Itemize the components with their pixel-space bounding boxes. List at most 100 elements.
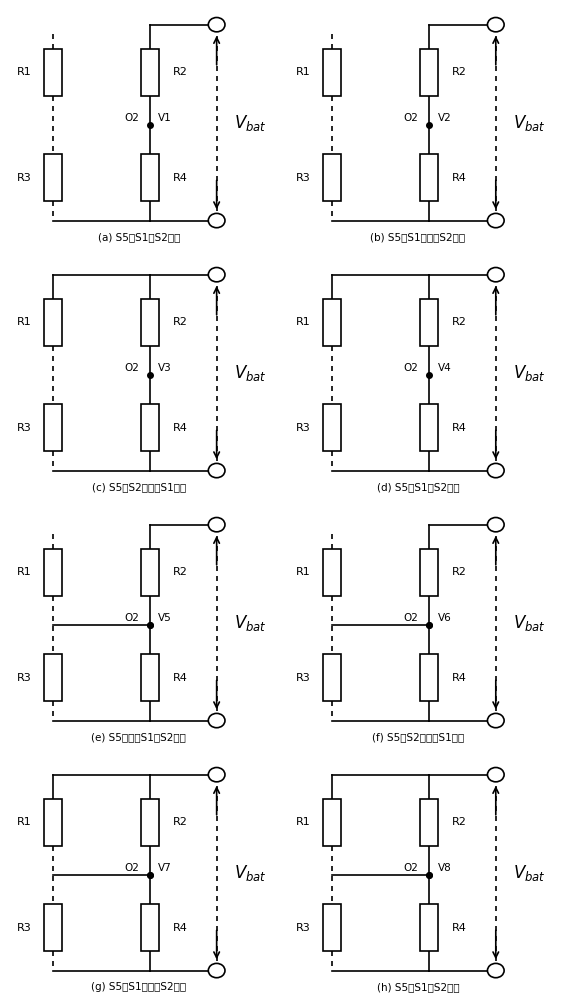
Text: $V_\mathregular{bat}$: $V_\mathregular{bat}$ (233, 863, 266, 883)
Circle shape (487, 17, 504, 32)
Bar (141, 654, 159, 701)
Text: R1: R1 (296, 67, 311, 77)
Text: $V_\mathregular{bat}$: $V_\mathregular{bat}$ (233, 113, 266, 133)
Text: R3: R3 (17, 173, 32, 183)
Text: R2: R2 (452, 817, 467, 827)
Circle shape (487, 963, 504, 978)
Text: R1: R1 (17, 567, 32, 577)
Text: R3: R3 (296, 173, 311, 183)
Text: R2: R2 (452, 317, 467, 327)
Bar (44, 404, 62, 451)
Text: R1: R1 (296, 567, 311, 577)
Bar (141, 404, 159, 451)
Text: $V_\mathregular{bat}$: $V_\mathregular{bat}$ (233, 363, 266, 383)
Text: O2: O2 (403, 363, 418, 373)
Circle shape (487, 213, 504, 228)
Text: V8: V8 (437, 863, 451, 873)
Circle shape (208, 213, 225, 228)
Text: R4: R4 (452, 923, 467, 933)
Circle shape (487, 463, 504, 478)
Circle shape (208, 768, 225, 782)
Text: (e) S5闭合、S1和S2断开: (e) S5闭合、S1和S2断开 (91, 732, 186, 742)
Bar (420, 404, 438, 451)
Text: R4: R4 (173, 923, 188, 933)
Text: $V_\mathregular{bat}$: $V_\mathregular{bat}$ (513, 113, 545, 133)
Bar (44, 154, 62, 201)
Bar (420, 49, 438, 96)
Bar (420, 904, 438, 951)
Text: (d) S5、S1和S2闭合: (d) S5、S1和S2闭合 (377, 482, 460, 492)
Text: O2: O2 (124, 863, 139, 873)
Bar (420, 299, 438, 346)
Text: R2: R2 (173, 67, 188, 77)
Text: O2: O2 (124, 363, 139, 373)
Circle shape (208, 518, 225, 532)
Text: R4: R4 (173, 173, 188, 183)
Bar (323, 549, 341, 596)
Text: R3: R3 (17, 923, 32, 933)
Bar (420, 654, 438, 701)
Text: O2: O2 (124, 613, 139, 623)
Circle shape (208, 463, 225, 478)
Bar (420, 549, 438, 596)
Text: R1: R1 (17, 317, 32, 327)
Circle shape (487, 768, 504, 782)
Circle shape (208, 713, 225, 728)
Bar (323, 404, 341, 451)
Text: R4: R4 (452, 673, 467, 683)
Text: R3: R3 (296, 673, 311, 683)
Text: R2: R2 (173, 317, 188, 327)
Text: $V_\mathregular{bat}$: $V_\mathregular{bat}$ (513, 363, 545, 383)
Text: (b) S5和S1断开、S2闭合: (b) S5和S1断开、S2闭合 (370, 232, 466, 242)
Text: $V_\mathregular{bat}$: $V_\mathregular{bat}$ (233, 613, 266, 633)
Circle shape (208, 17, 225, 32)
Text: O2: O2 (403, 613, 418, 623)
Text: $V_\mathregular{bat}$: $V_\mathregular{bat}$ (513, 613, 545, 633)
Bar (141, 904, 159, 951)
Text: R2: R2 (173, 817, 188, 827)
Bar (323, 799, 341, 846)
Bar (44, 549, 62, 596)
Text: R2: R2 (452, 67, 467, 77)
Circle shape (487, 713, 504, 728)
Text: (c) S5和S2断开、S1闭合: (c) S5和S2断开、S1闭合 (92, 482, 186, 492)
Text: $V_\mathregular{bat}$: $V_\mathregular{bat}$ (513, 863, 545, 883)
Bar (420, 154, 438, 201)
Circle shape (487, 267, 504, 282)
Bar (141, 154, 159, 201)
Text: R1: R1 (296, 317, 311, 327)
Text: (a) S5、S1和S2断开: (a) S5、S1和S2断开 (98, 232, 180, 242)
Text: (f) S5和S2闭合、S1断开: (f) S5和S2闭合、S1断开 (372, 732, 464, 742)
Bar (420, 799, 438, 846)
Text: R3: R3 (17, 673, 32, 683)
Text: (h) S5、S1和S2闭合: (h) S5、S1和S2闭合 (377, 982, 460, 992)
Bar (44, 904, 62, 951)
Bar (323, 154, 341, 201)
Text: R1: R1 (296, 817, 311, 827)
Text: R2: R2 (452, 567, 467, 577)
Text: V3: V3 (158, 363, 172, 373)
Bar (323, 904, 341, 951)
Circle shape (208, 267, 225, 282)
Text: V7: V7 (158, 863, 172, 873)
Text: R4: R4 (173, 423, 188, 433)
Bar (323, 654, 341, 701)
Text: R1: R1 (17, 817, 32, 827)
Bar (141, 49, 159, 96)
Text: V6: V6 (437, 613, 451, 623)
Bar (44, 799, 62, 846)
Text: R3: R3 (296, 423, 311, 433)
Bar (44, 49, 62, 96)
Bar (141, 799, 159, 846)
Bar (44, 654, 62, 701)
Text: R4: R4 (452, 173, 467, 183)
Text: V4: V4 (437, 363, 451, 373)
Text: V5: V5 (158, 613, 172, 623)
Circle shape (487, 518, 504, 532)
Text: O2: O2 (124, 113, 139, 123)
Text: R4: R4 (452, 423, 467, 433)
Bar (44, 299, 62, 346)
Circle shape (208, 963, 225, 978)
Bar (323, 49, 341, 96)
Text: R2: R2 (173, 567, 188, 577)
